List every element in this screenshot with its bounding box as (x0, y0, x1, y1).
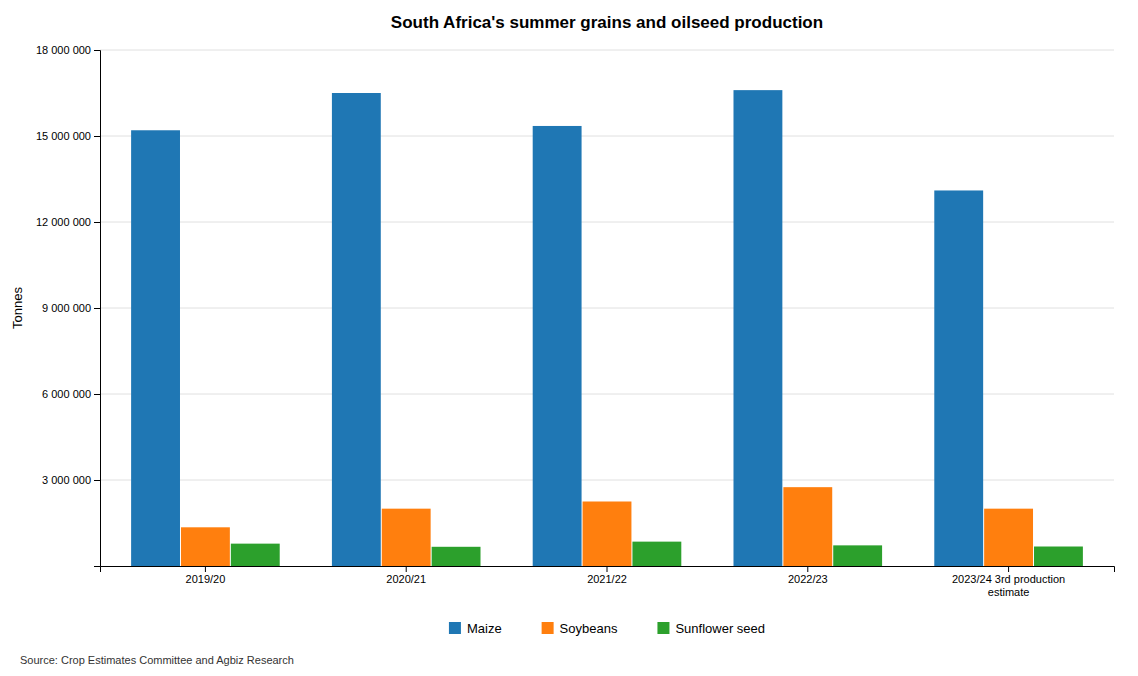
tick: 3 000 000 (42, 474, 100, 486)
tick-mark (205, 566, 206, 572)
bar (733, 90, 782, 566)
tick-label: 12 000 000 (36, 216, 91, 228)
bar (783, 487, 832, 566)
bar (934, 190, 983, 566)
series (231, 542, 1083, 566)
tick-label: 9 000 000 (42, 302, 91, 314)
bar (131, 130, 180, 566)
tick: 2022/23 (788, 566, 828, 585)
tick-label: 15 000 000 (36, 130, 91, 142)
tick: 6 000 000 (42, 388, 100, 400)
plot: 3 000 000 6 000 000 9 000 000 12 000 000 15 … (36, 44, 1115, 598)
tick: 2023/24 3rd productionestimate (952, 566, 1065, 598)
source: Source: Crop Estimates Committee and Agb… (20, 654, 294, 666)
axis-line (94, 51, 101, 567)
tick-mark (406, 566, 407, 572)
series (181, 487, 1033, 566)
tick-mark (94, 136, 100, 137)
legend-label: Soybeans (560, 621, 618, 636)
bar (432, 547, 481, 566)
legend-swatch (449, 622, 461, 634)
tick: 18 000 000 (36, 44, 100, 56)
y-axis-title: Tonnes (10, 287, 25, 329)
x-axis: 2019/20 2020/21 2021/22 2022/23 2023/24 3rd … (101, 566, 1115, 598)
tick: 2021/22 (587, 566, 627, 585)
tick-mark (94, 394, 100, 395)
legend-item: Sunflower seed (657, 621, 765, 636)
legend-label: Maize (467, 621, 502, 636)
bar (833, 545, 882, 566)
legend-item: Maize (449, 621, 502, 636)
tick-label: 6 000 000 (42, 388, 91, 400)
grid-line (100, 136, 1114, 137)
grid-line (100, 50, 1114, 51)
y-axis: 3 000 000 6 000 000 9 000 000 12 000 000 15 … (36, 44, 101, 566)
tick: 9 000 000 (42, 302, 100, 314)
bar (533, 126, 582, 566)
bar (632, 542, 681, 566)
tick-label: 2020/21 (386, 573, 426, 585)
tick-mark (807, 566, 808, 572)
legend-label: Sunflower seed (675, 621, 765, 636)
tick-label: 2019/20 (186, 573, 226, 585)
legend-swatch (542, 622, 554, 634)
tick-label: 2021/22 (587, 573, 627, 585)
bar (181, 527, 230, 566)
tick-label: 18 000 000 (36, 44, 91, 56)
tick-label: 2022/23 (788, 573, 828, 585)
tick-mark (1008, 566, 1009, 572)
tick: 15 000 000 (36, 130, 100, 142)
legend: Maize Soybeans Sunflower seed (449, 621, 765, 636)
title: South Africa's summer grains and oilseed… (391, 13, 823, 32)
axis-line (101, 567, 1115, 573)
bar (382, 509, 431, 566)
bar (583, 502, 632, 567)
bar (332, 93, 381, 566)
bar (984, 509, 1033, 566)
bar (1034, 547, 1083, 566)
tick-mark (94, 480, 100, 481)
tick-mark (607, 566, 608, 572)
bars (131, 90, 1083, 566)
tick-label: 2023/24 3rd productionestimate (952, 573, 1065, 598)
tick-mark (94, 308, 100, 309)
bar (231, 544, 280, 566)
legend-item: Soybeans (542, 621, 618, 636)
tick: 2020/21 (386, 566, 426, 585)
tick: 12 000 000 (36, 216, 100, 228)
tick-mark (94, 222, 100, 223)
tick-mark (94, 50, 100, 51)
tick: 2019/20 (186, 566, 226, 585)
tick-label: 3 000 000 (42, 474, 91, 486)
chart: 3 000 000 6 000 000 9 000 000 12 000 000 15 … (0, 0, 1138, 676)
legend-swatch (657, 622, 669, 634)
series (131, 90, 983, 566)
